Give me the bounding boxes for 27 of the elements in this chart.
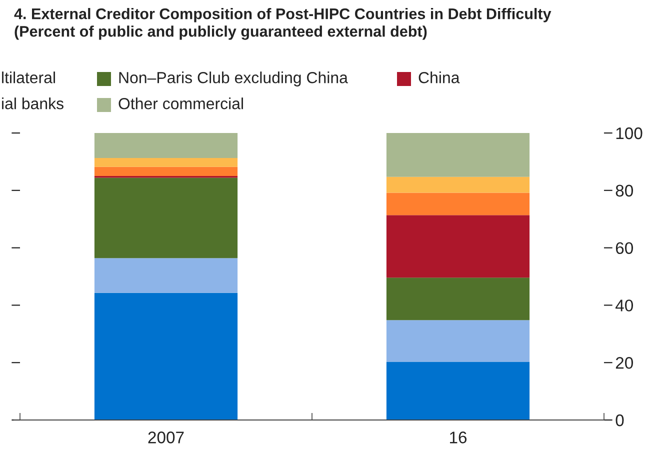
y-tick-label: 0 [616,414,624,426]
bar [386,215,530,278]
legend-label: Non–Paris Club excluding China [119,72,348,86]
bar [94,158,238,167]
legend-label: Other commercial [118,98,243,110]
bar [386,320,530,362]
bar [386,133,530,177]
x-tick-label: 16 [450,432,467,444]
bar [386,176,530,193]
bar [94,258,238,293]
bar [94,166,238,176]
text: ltilateral [2,72,55,84]
y-tick-label: 100 [616,127,642,140]
legend-label: China [418,72,460,84]
text: ial banks [2,98,64,110]
bar [386,278,530,320]
bar [94,133,238,158]
y-tick-label: 80 [616,184,633,197]
bar [94,292,238,420]
bar [94,178,238,258]
y-tick-label: 40 [615,300,633,312]
y-tick-label: 20 [616,357,633,369]
chart-title: 4. External Creditor Composition of Post-HIPC Countries in Debt Difficulty (Percent of public and publicly guaranteed external debt) [14,8,552,40]
bar [386,192,530,216]
y-tick-label: 60 [616,242,633,254]
x-tick-label: 2007 [148,432,184,444]
bar [386,362,530,420]
